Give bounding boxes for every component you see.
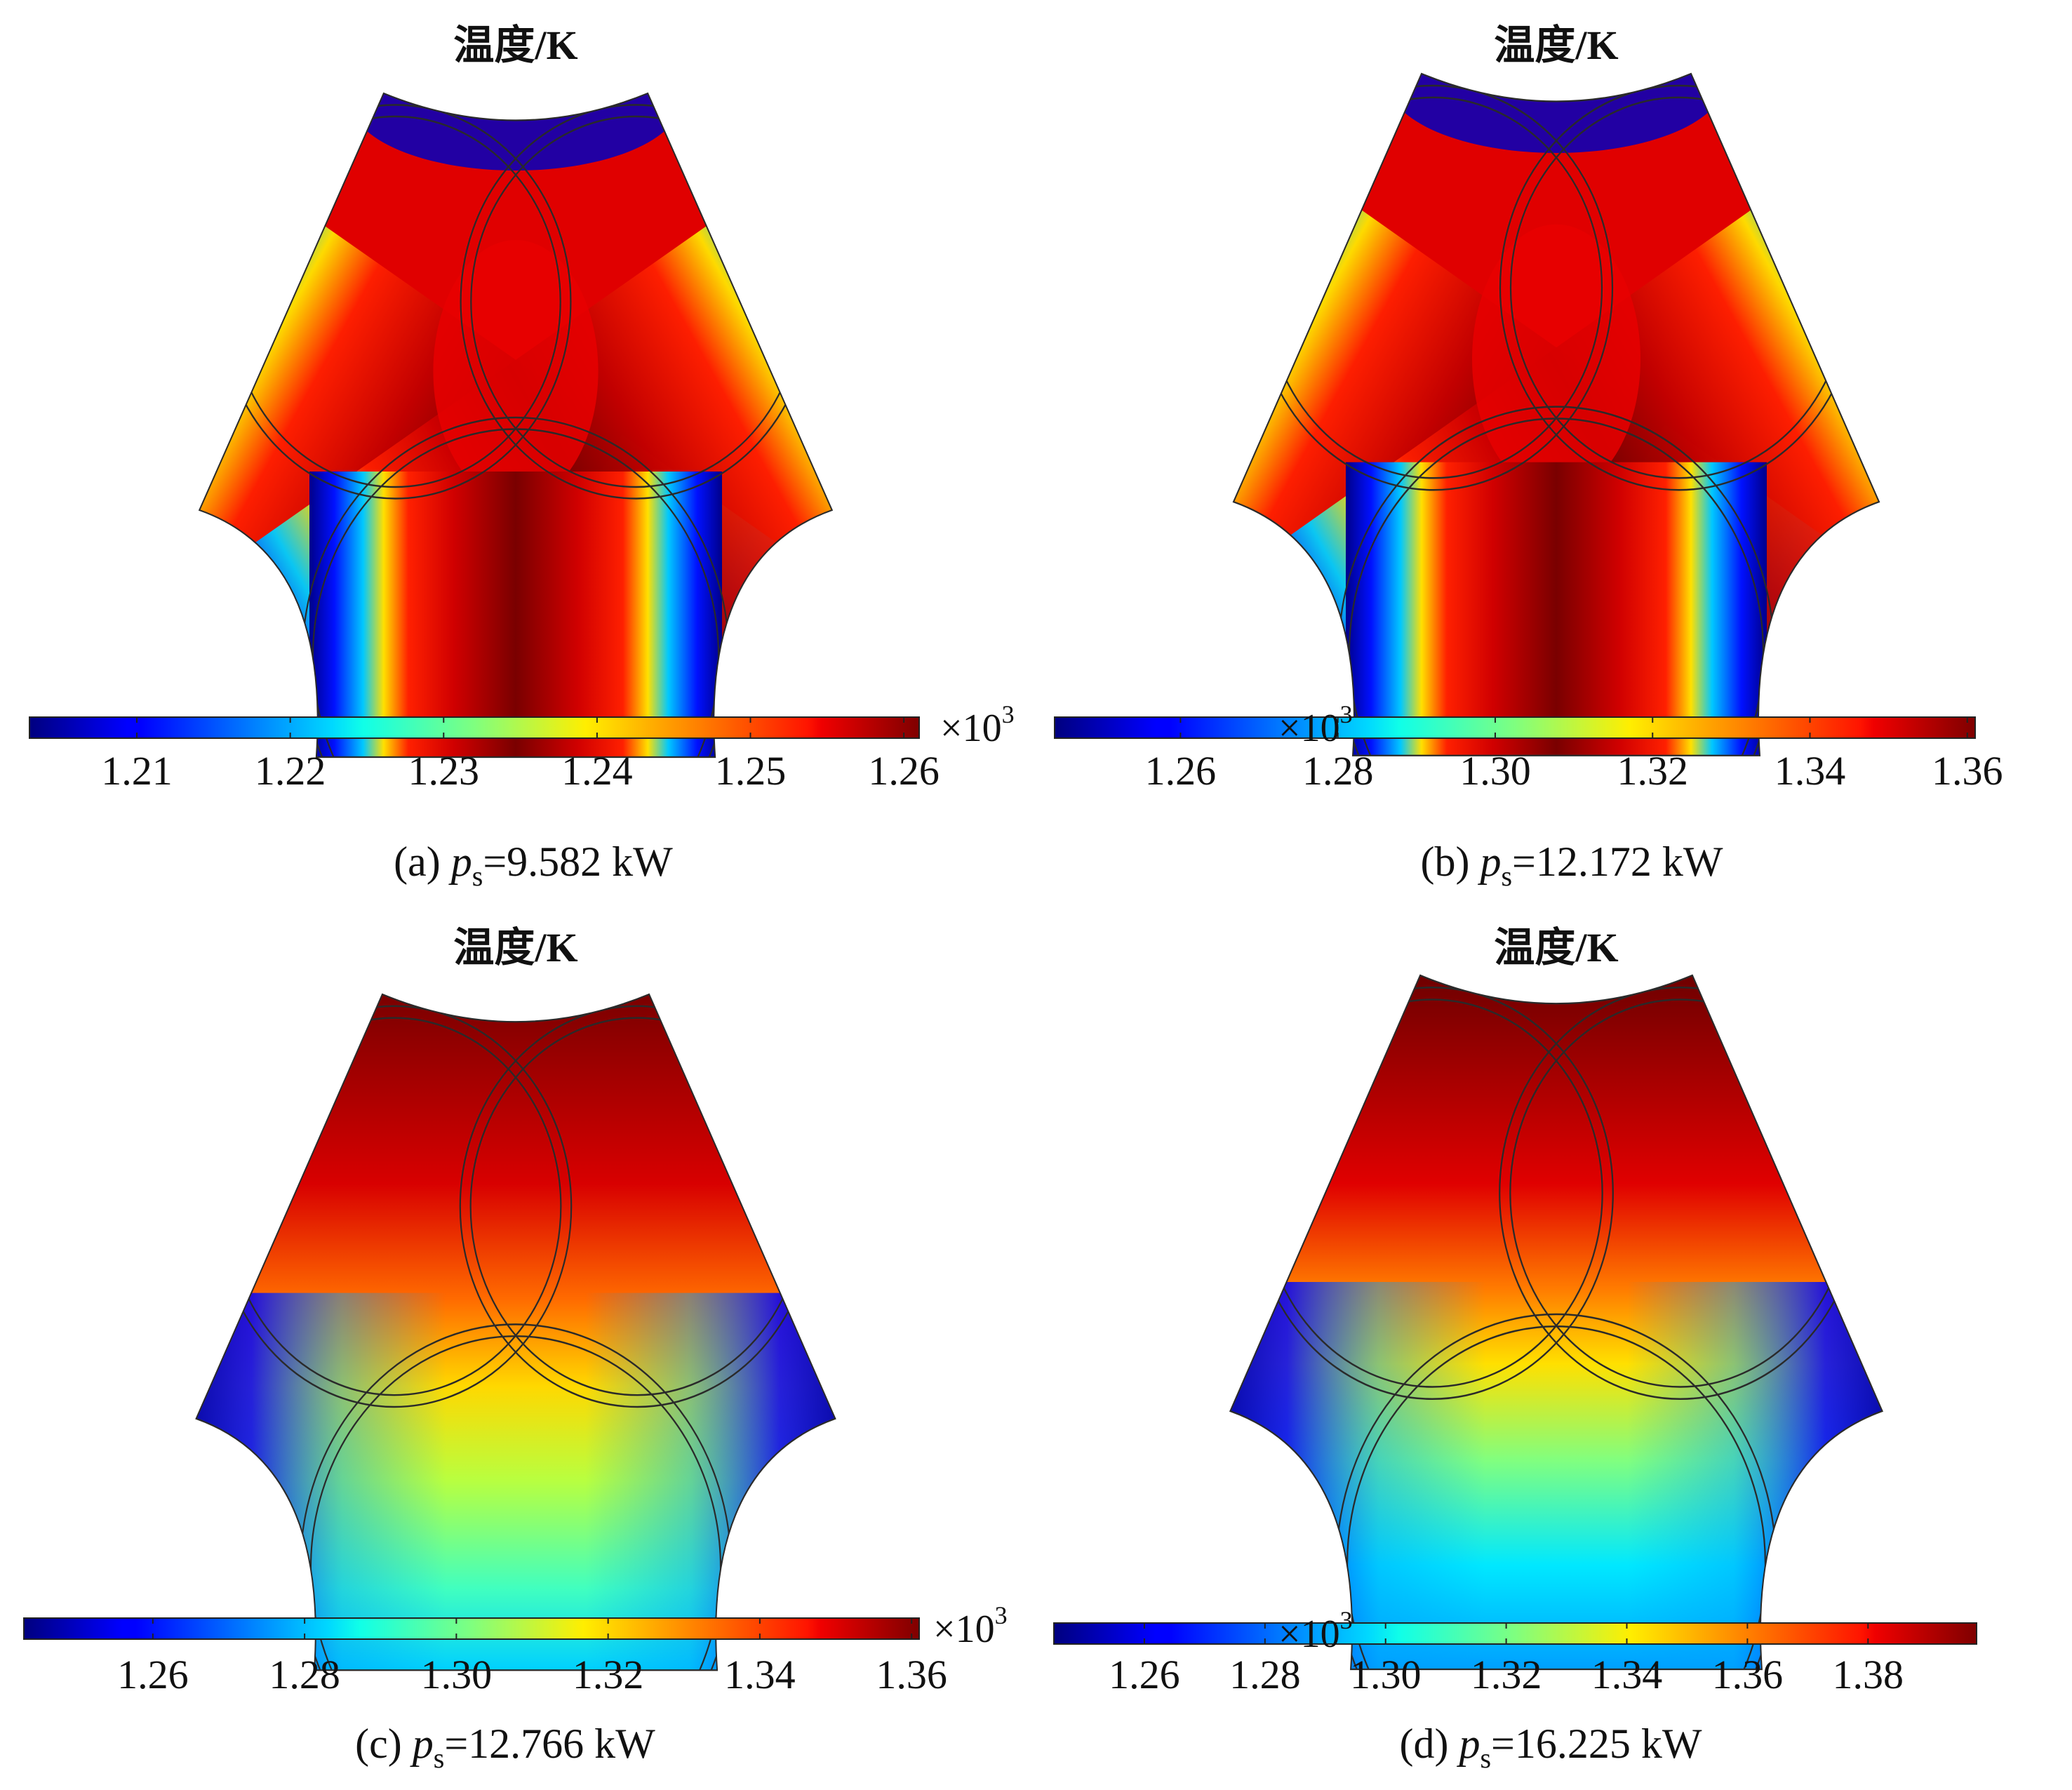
colorbar-multiplier: ×103 — [940, 700, 1015, 750]
domain-outline — [198, 92, 834, 759]
colorbar-tick-label: 1.32 — [1617, 748, 1688, 794]
colorbar-tick-label: 1.23 — [408, 748, 480, 794]
heatmap-center — [1472, 224, 1640, 494]
panel-a-colorbar: 1.21 1.22 1.23 1.24 1.25 1.26×103 — [29, 700, 1015, 794]
colorbar-gradient — [1053, 1622, 1977, 1645]
colorbar-tick-label: 1.28 — [1302, 748, 1374, 794]
domain-outline — [1232, 72, 1880, 756]
panel-a-heatmap — [198, 92, 834, 759]
colorbar-tick-label: 1.26 — [1109, 1652, 1180, 1697]
heatmap-band-bottom — [1346, 462, 1767, 756]
colorbar-tick-label: 1.28 — [1229, 1652, 1301, 1697]
heatmap-band-bottom — [309, 472, 722, 758]
colorbar-multiplier: ×103 — [933, 1601, 1008, 1651]
colorbar-multiplier: ×103 — [1278, 700, 1353, 750]
heatmap-side-cold — [196, 1293, 836, 1671]
colorbar-tick-label: 1.28 — [269, 1652, 340, 1697]
panel-d-heatmap — [1229, 974, 1884, 1671]
colorbar-gradient — [29, 716, 920, 739]
domain-outline — [1229, 974, 1884, 1671]
panel-b-colorbar: 1.26 1.28 1.30 1.32 1.34 1.36 ×103 — [1054, 700, 2003, 794]
colorbar-gradient — [23, 1617, 920, 1640]
panel-c-title: 温度/K — [453, 925, 577, 970]
panel-b-caption: (b) ps=12.172 kW — [1420, 839, 1723, 892]
domain-outline — [195, 993, 836, 1671]
colorbar-tick-label: 1.26 — [117, 1652, 189, 1697]
colorbar-tick-label: 1.36 — [876, 1652, 947, 1697]
colorbar-tick-label: 1.21 — [101, 748, 173, 794]
panel-b-title: 温度/K — [1494, 22, 1618, 68]
colorbar-gradient — [1054, 716, 1976, 739]
colorbar-tick-label: 1.34 — [1591, 1652, 1663, 1697]
panel-a-caption: (a) ps=9.582 kW — [394, 839, 673, 892]
colorbar-tick-label: 1.32 — [573, 1652, 644, 1697]
heatmap-side-cold — [1230, 1282, 1883, 1669]
heatmap-center — [433, 240, 599, 502]
panel-c-colorbar: 1.26 1.28 1.30 1.32 1.34 1.36×103 — [23, 1601, 1008, 1697]
panel-b-heatmap — [1232, 72, 1880, 756]
panel-d-colorbar: 1.26 1.28 1.30 1.32 1.34 1.36 1.38 ×103 — [1053, 1606, 1977, 1697]
colorbar-tick-label: 1.26 — [868, 748, 940, 794]
colorbar-tick-label: 1.30 — [1459, 748, 1531, 794]
colorbar-tick-label: 1.30 — [1350, 1652, 1422, 1697]
colorbar-tick-label: 1.24 — [561, 748, 633, 794]
colorbar-multiplier: ×103 — [1278, 1606, 1353, 1656]
panel-a-title: 温度/K — [453, 22, 577, 68]
colorbar-tick-label: 1.36 — [1712, 1652, 1784, 1697]
colorbar-tick-label: 1.34 — [1774, 748, 1846, 794]
colorbar-tick-label: 1.26 — [1145, 748, 1217, 794]
colorbar-tick-label: 1.32 — [1471, 1652, 1542, 1697]
colorbar-tick-label: 1.34 — [724, 1652, 796, 1697]
colorbar-tick-label: 1.22 — [255, 748, 326, 794]
panel-c-caption: (c) ps=12.766 kW — [355, 1721, 655, 1774]
colorbar-tick-label: 1.38 — [1833, 1652, 1904, 1697]
colorbar-tick-label: 1.25 — [715, 748, 787, 794]
colorbar-tick-label: 1.30 — [421, 1652, 493, 1697]
panel-d-title: 温度/K — [1494, 925, 1618, 970]
panel-d-caption: (d) ps=16.225 kW — [1399, 1721, 1702, 1774]
colorbar-tick-label: 1.36 — [1932, 748, 2003, 794]
